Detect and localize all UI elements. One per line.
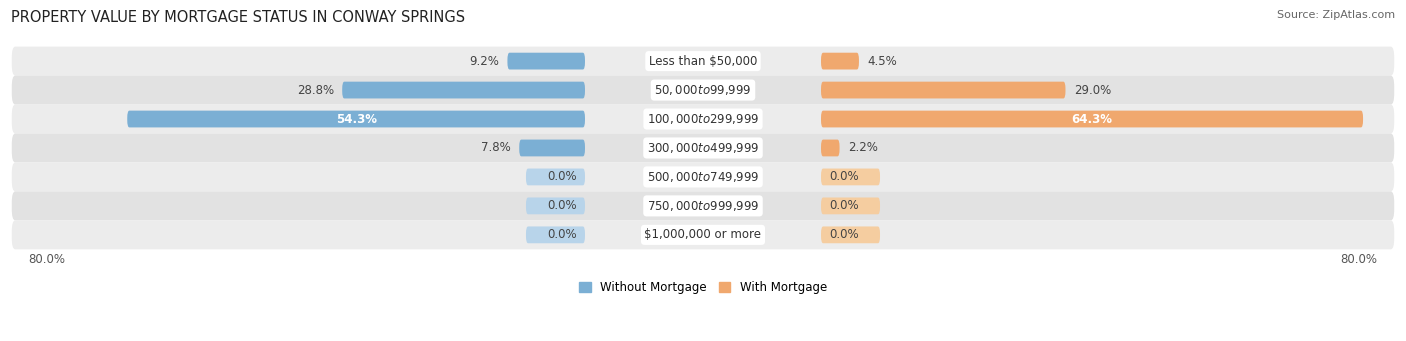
FancyBboxPatch shape <box>508 53 585 70</box>
Text: $300,000 to $499,999: $300,000 to $499,999 <box>647 141 759 155</box>
Text: 9.2%: 9.2% <box>470 55 499 68</box>
FancyBboxPatch shape <box>821 168 880 186</box>
FancyBboxPatch shape <box>11 220 1395 249</box>
Text: PROPERTY VALUE BY MORTGAGE STATUS IN CONWAY SPRINGS: PROPERTY VALUE BY MORTGAGE STATUS IN CON… <box>11 10 465 25</box>
Text: 2.2%: 2.2% <box>848 142 877 154</box>
Text: 0.0%: 0.0% <box>830 170 859 183</box>
Legend: Without Mortgage, With Mortgage: Without Mortgage, With Mortgage <box>579 281 827 294</box>
FancyBboxPatch shape <box>11 105 1395 133</box>
FancyBboxPatch shape <box>821 139 839 157</box>
FancyBboxPatch shape <box>526 168 585 186</box>
Text: 0.0%: 0.0% <box>830 199 859 212</box>
Text: 80.0%: 80.0% <box>1340 253 1378 266</box>
FancyBboxPatch shape <box>11 162 1395 191</box>
Text: 7.8%: 7.8% <box>481 142 510 154</box>
Text: 4.5%: 4.5% <box>868 55 897 68</box>
Text: 80.0%: 80.0% <box>28 253 66 266</box>
FancyBboxPatch shape <box>821 110 1362 128</box>
Text: 0.0%: 0.0% <box>547 199 576 212</box>
FancyBboxPatch shape <box>11 47 1395 76</box>
Text: 0.0%: 0.0% <box>547 228 576 241</box>
Text: $1,000,000 or more: $1,000,000 or more <box>644 228 762 241</box>
Text: 28.8%: 28.8% <box>297 84 333 97</box>
Text: 0.0%: 0.0% <box>547 170 576 183</box>
Text: 0.0%: 0.0% <box>830 228 859 241</box>
Text: 29.0%: 29.0% <box>1074 84 1111 97</box>
Text: 54.3%: 54.3% <box>336 113 377 125</box>
Text: Source: ZipAtlas.com: Source: ZipAtlas.com <box>1277 10 1395 20</box>
Text: Less than $50,000: Less than $50,000 <box>648 55 758 68</box>
Text: $100,000 to $299,999: $100,000 to $299,999 <box>647 112 759 126</box>
Text: $750,000 to $999,999: $750,000 to $999,999 <box>647 199 759 213</box>
FancyBboxPatch shape <box>11 76 1395 105</box>
FancyBboxPatch shape <box>526 197 585 214</box>
FancyBboxPatch shape <box>526 226 585 243</box>
FancyBboxPatch shape <box>11 191 1395 220</box>
FancyBboxPatch shape <box>519 139 585 157</box>
FancyBboxPatch shape <box>821 81 1066 99</box>
FancyBboxPatch shape <box>821 197 880 214</box>
FancyBboxPatch shape <box>342 81 585 99</box>
FancyBboxPatch shape <box>11 133 1395 162</box>
FancyBboxPatch shape <box>821 53 859 70</box>
Text: $50,000 to $99,999: $50,000 to $99,999 <box>654 83 752 97</box>
FancyBboxPatch shape <box>128 110 585 128</box>
Text: $500,000 to $749,999: $500,000 to $749,999 <box>647 170 759 184</box>
FancyBboxPatch shape <box>821 226 880 243</box>
Text: 64.3%: 64.3% <box>1071 113 1112 125</box>
